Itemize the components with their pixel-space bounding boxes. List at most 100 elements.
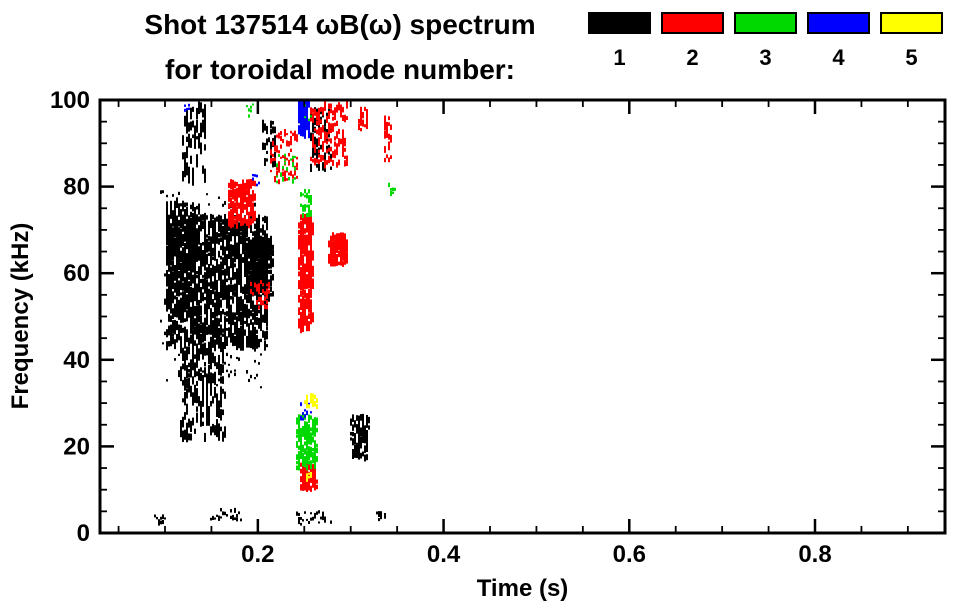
- data-point: [200, 324, 202, 334]
- data-point: [250, 299, 252, 303]
- data-point: [292, 165, 294, 168]
- data-point: [292, 179, 294, 183]
- data-point: [282, 165, 284, 170]
- data-point: [304, 414, 306, 418]
- data-point: [312, 418, 314, 423]
- data-point: [220, 290, 222, 299]
- data-point: [310, 262, 312, 270]
- data-point: [202, 220, 204, 225]
- data-point: [186, 378, 188, 389]
- data-point: [308, 212, 310, 215]
- data-point: [312, 251, 314, 260]
- data-point: [230, 338, 232, 343]
- data-point: [298, 512, 300, 516]
- data-point: [314, 445, 316, 451]
- data-point: [218, 425, 220, 433]
- data-point: [300, 238, 302, 248]
- data-point: [314, 440, 316, 445]
- data-point: [364, 438, 366, 444]
- data-point: [244, 196, 246, 203]
- data-point: [316, 111, 318, 121]
- data-point: [190, 281, 192, 286]
- data-point: [176, 200, 178, 208]
- data-point: [264, 246, 266, 255]
- data-point: [176, 334, 178, 343]
- data-point: [306, 266, 308, 273]
- data-point: [178, 301, 180, 306]
- data-point: [236, 254, 238, 260]
- data-point: [198, 134, 200, 147]
- data-point: [176, 217, 178, 224]
- data-point: [270, 286, 272, 292]
- data-point: [254, 287, 256, 296]
- data-point: [288, 142, 290, 147]
- data-point: [182, 312, 184, 315]
- data-point: [266, 260, 268, 264]
- data-point: [252, 313, 254, 318]
- data-point: [260, 282, 262, 291]
- data-point: [248, 331, 250, 336]
- data-point: [168, 333, 170, 336]
- data-point: [310, 279, 312, 289]
- data-point: [258, 224, 260, 230]
- data-point: [186, 122, 188, 134]
- data-point: [194, 327, 196, 332]
- data-point: [220, 426, 222, 432]
- data-point: [220, 227, 222, 237]
- data-point: [184, 318, 186, 322]
- data-point: [320, 106, 322, 112]
- data-point: [310, 398, 312, 404]
- data-point: [344, 155, 346, 159]
- data-point: [256, 274, 258, 278]
- data-point: [310, 512, 312, 515]
- data-point: [176, 309, 178, 313]
- data-point: [384, 115, 386, 120]
- data-point: [336, 254, 338, 258]
- data-point: [258, 340, 260, 345]
- data-point: [312, 448, 314, 452]
- data-point: [306, 221, 308, 231]
- data-point: [194, 269, 196, 278]
- data-point: [240, 257, 242, 264]
- data-point: [242, 217, 244, 223]
- data-point: [248, 221, 250, 225]
- data-point: [272, 261, 274, 268]
- data-point: [170, 305, 172, 312]
- data-point: [210, 373, 212, 380]
- data-point: [172, 297, 174, 304]
- data-point: [290, 135, 292, 142]
- data-point: [210, 276, 212, 285]
- data-point: [214, 356, 216, 363]
- data-point: [156, 516, 158, 520]
- data-point: [246, 191, 248, 195]
- data-point: [260, 308, 262, 317]
- data-point: [168, 277, 170, 287]
- data-point: [266, 330, 268, 337]
- data-point: [258, 310, 260, 314]
- data-point: [302, 447, 304, 453]
- data-point: [304, 433, 306, 439]
- data-point: [266, 277, 268, 286]
- data-point: [224, 217, 226, 228]
- data-point: [238, 311, 240, 319]
- data-point: [242, 233, 244, 240]
- data-point: [202, 283, 204, 287]
- data-point: [360, 116, 362, 122]
- data-point: [256, 277, 258, 282]
- data-point: [244, 247, 246, 251]
- data-point: [228, 237, 230, 242]
- data-point: [298, 461, 300, 468]
- data-point: [256, 373, 258, 377]
- data-point: [360, 111, 362, 119]
- data-point: [204, 250, 206, 260]
- data-point: [270, 129, 272, 134]
- data-point: [192, 207, 194, 212]
- data-point: [186, 430, 188, 443]
- data-point: [256, 284, 258, 287]
- data-point: [300, 279, 302, 285]
- data-point: [234, 312, 236, 320]
- data-point: [314, 461, 316, 467]
- data-point: [200, 305, 202, 316]
- data-point: [302, 254, 304, 263]
